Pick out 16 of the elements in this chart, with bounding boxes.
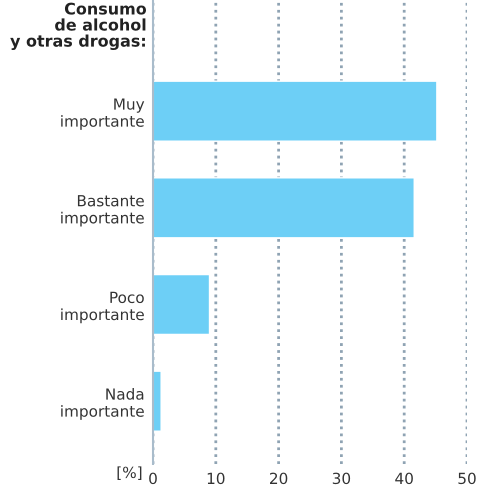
y-tick-label: Bastante importante [61,195,144,227]
x-tick-label: 50 [458,472,476,484]
bar [153,80,438,142]
x-axis-title: [%] [118,466,142,480]
y-tick-label: Nada importante [61,388,144,420]
x-tick-label: 20 [270,472,288,484]
bar [153,370,162,432]
x-tick-label: 0 [149,472,157,484]
bar [153,274,210,336]
bar [153,177,415,238]
x-tick-label: 10 [208,472,225,484]
text: Consumo de alcohol y otras drogas: [10,2,146,50]
y-tick-label: Poco importante [61,292,144,324]
x-tick-label: 30 [332,472,350,484]
x-tick-label: 40 [395,472,413,484]
y-tick-label: Muy importante [61,98,144,130]
